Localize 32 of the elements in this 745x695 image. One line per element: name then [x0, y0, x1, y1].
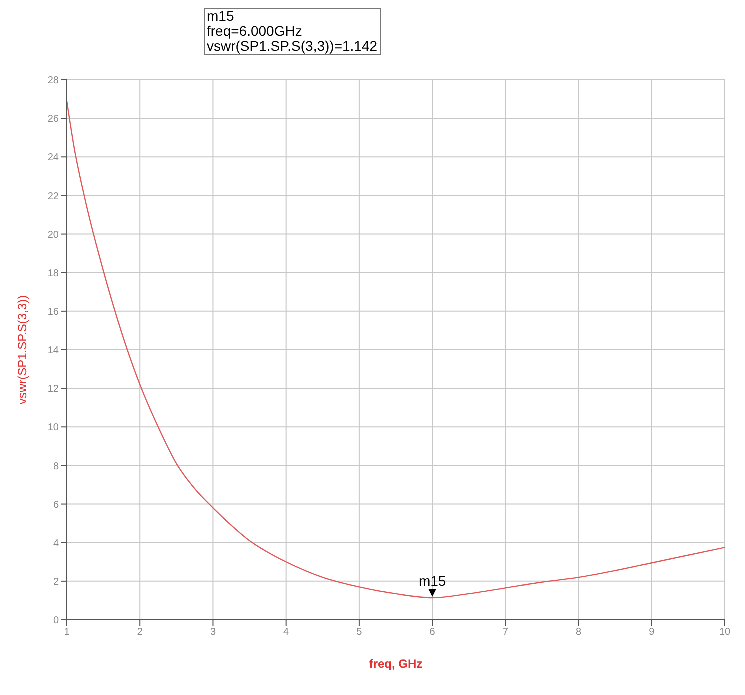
y-tick-label: 20	[48, 230, 60, 241]
line-series	[67, 100, 725, 599]
x-axis-title: freq, GHz	[369, 657, 423, 671]
y-tick-label: 22	[48, 191, 60, 202]
y-tick-label: 26	[48, 114, 60, 126]
y-tick-label: 24	[48, 152, 60, 164]
x-tick-label: 9	[649, 627, 656, 638]
x-tick-label: 8	[576, 627, 582, 638]
y-tick-label: 8	[53, 461, 60, 472]
x-tick-label: 4	[284, 627, 290, 638]
y-axis-title: vswr(SP1.SP.S(3,3))	[15, 295, 30, 405]
y-tick-label: 10	[48, 422, 60, 434]
x-tick-label: 5	[356, 627, 363, 638]
y-tick-label: 0	[53, 616, 60, 627]
y-tick-label: 14	[48, 346, 60, 357]
x-tick-label: 1	[64, 627, 70, 638]
x-tick-label: 7	[502, 627, 509, 638]
annotation: m15	[418, 572, 446, 589]
y-tick-label: 16	[48, 306, 60, 318]
x-tick-label: 2	[137, 627, 144, 638]
y-tick-label: 12	[48, 384, 60, 396]
x-tick-label: 6	[430, 627, 436, 638]
x-tick-label: 10	[719, 627, 731, 638]
y-tick-label: 18	[48, 268, 60, 280]
y-tick-label: 2	[53, 576, 60, 588]
y-tick-label: 28	[48, 76, 60, 87]
y-tick-label: 4	[53, 538, 60, 550]
text: vswr(SP1.SP.S(3,3))=1.142	[207, 38, 378, 54]
y-tick-label: 6	[53, 500, 60, 511]
x-tick-label: 3	[210, 627, 216, 638]
text: freq=6.000GHz	[207, 23, 304, 39]
text: m15	[207, 8, 236, 24]
